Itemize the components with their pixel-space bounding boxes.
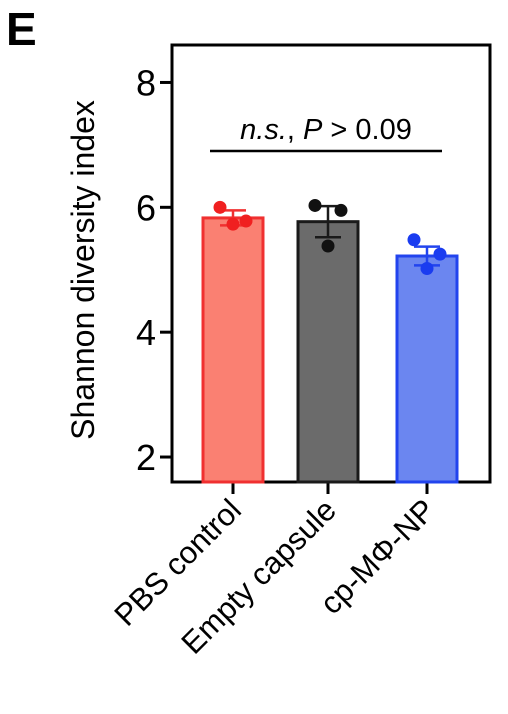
data-points	[213, 198, 447, 275]
y-tick-label: 2	[136, 437, 156, 478]
data-point	[308, 198, 322, 212]
y-tick-label: 6	[136, 187, 156, 228]
data-point	[226, 217, 240, 231]
data-point	[213, 200, 227, 214]
y-axis-label: Shannon diversity index	[65, 100, 101, 440]
p-symbol: P	[303, 114, 323, 146]
significance-label: n.s., P > 0.09	[240, 114, 412, 146]
p-threshold: > 0.09	[322, 114, 412, 146]
panel-letter: E	[6, 3, 37, 55]
bar	[296, 220, 360, 484]
bars	[201, 216, 459, 484]
bar	[395, 254, 459, 484]
bar	[201, 216, 265, 484]
ns-separator: ,	[287, 114, 303, 146]
data-point	[433, 247, 447, 261]
data-point	[407, 233, 421, 247]
data-point	[420, 261, 434, 275]
data-point	[321, 239, 335, 253]
y-tick-label: 4	[136, 312, 156, 353]
ns-text: n.s.	[240, 114, 287, 146]
y-tick-label: 8	[136, 62, 156, 103]
data-point	[334, 203, 348, 217]
data-point	[239, 214, 253, 228]
significance-annotation: n.s., P > 0.09	[210, 114, 442, 153]
